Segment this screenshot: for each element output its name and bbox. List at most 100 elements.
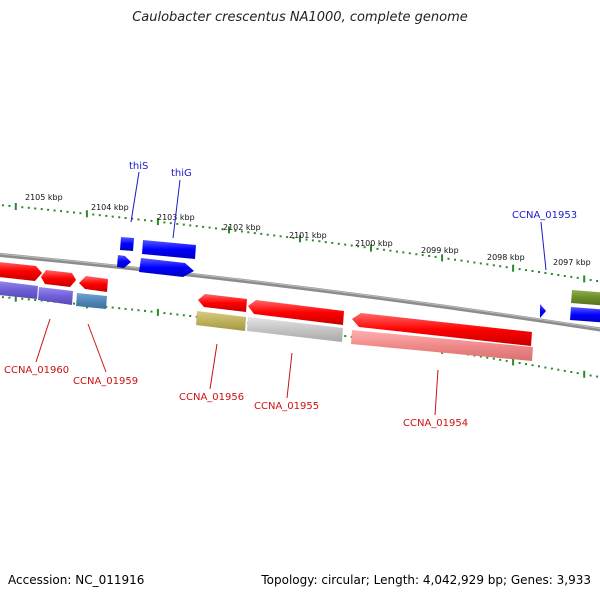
gene-label-ccna-01954[interactable]: CCNA_01954: [403, 418, 468, 429]
leader-ccna-01954: [434, 369, 439, 416]
inner-ruler-minor-tick: [544, 366, 547, 369]
outer-ruler-minor-tick: [21, 206, 24, 209]
gene-feature-thiG[interactable]: [142, 240, 196, 259]
outer-ruler-minor-tick: [195, 225, 198, 228]
gene-feature-ccna-01954[interactable]: [351, 330, 533, 361]
inner-ruler-minor-tick: [131, 308, 134, 311]
inner-ruler-minor-tick: [576, 372, 579, 375]
inner-ruler-minor-tick: [344, 335, 347, 337]
genome-backbone-highlight: [0, 253, 600, 329]
outer-ruler-minor-tick: [383, 248, 385, 251]
outer-ruler-minor-tick: [460, 259, 463, 262]
leader-ccna-01960: [35, 318, 51, 363]
gene-feature-ccna-01956[interactable]: [196, 311, 246, 331]
inner-ruler-minor-tick: [176, 313, 179, 316]
outer-ruler-minor-tick: [215, 227, 217, 230]
gene-label-ccna-01956[interactable]: CCNA_01956: [179, 392, 244, 403]
gene-label-ccna-01959[interactable]: CCNA_01959: [73, 376, 138, 387]
inner-ruler-minor-tick: [137, 309, 140, 312]
inner-ruler-minor-tick: [525, 363, 527, 366]
outer-ruler-minor-tick: [428, 255, 431, 257]
ruler-labels: 2105 kbp 2104 kbp 2103 kbp 2102 kbp 2101…: [25, 193, 591, 267]
outer-ruler-minor-tick: [311, 239, 314, 242]
gene-feature-ccna-01960[interactable]: [0, 280, 38, 299]
outer-ruler-minor-tick: [499, 265, 502, 268]
gene-feature-red-3[interactable]: [79, 276, 108, 292]
outer-ruler-major-tick: [299, 235, 301, 243]
outer-ruler-minor-tick: [363, 246, 366, 249]
outer-ruler-minor-tick: [331, 241, 334, 244]
outer-ruler-minor-tick: [163, 221, 166, 224]
gene-feature-red-left[interactable]: [0, 261, 42, 281]
gene-feature-blue-right[interactable]: [570, 307, 600, 323]
gene-feature-ccna-01959[interactable]: [76, 293, 107, 309]
outer-ruler-minor-tick: [40, 208, 43, 211]
outer-ruler-minor-tick: [92, 213, 95, 216]
inner-ruler-minor-tick: [486, 356, 489, 359]
outer-ruler-minor-tick: [105, 214, 108, 217]
gene-feature-red-4[interactable]: [198, 294, 247, 312]
outer-ruler-minor-tick: [60, 210, 62, 213]
gene-label-ccna-01955[interactable]: CCNA_01955: [254, 401, 319, 412]
accession-text: Accession: NC_011916: [8, 573, 145, 587]
gene-label-ccna-01953[interactable]: CCNA_01953: [512, 210, 577, 221]
inner-ruler-minor-tick: [111, 306, 114, 309]
gene-label-thiG[interactable]: thiG: [171, 168, 192, 179]
gene-label-ccna-01960[interactable]: CCNA_01960: [4, 365, 69, 376]
genome-summary-text: Topology: circular; Length: 4,042,929 bp…: [261, 573, 591, 587]
leader-ccna-01956: [209, 343, 218, 390]
gene-feature-blue-arrow[interactable]: [139, 258, 194, 277]
outer-ruler-major-tick: [14, 203, 17, 210]
inner-ruler-minor-tick: [34, 299, 37, 301]
outer-ruler-minor-tick: [286, 236, 289, 239]
ruler-label-2101: 2101 kbp: [289, 231, 327, 240]
outer-ruler-minor-tick: [324, 241, 327, 244]
outer-ruler-minor-tick: [563, 275, 566, 277]
outer-ruler-minor-tick: [466, 260, 469, 263]
outer-ruler-minor-tick: [357, 245, 360, 248]
outer-ruler-minor-tick: [305, 238, 308, 241]
gene-feature-ccna-01955[interactable]: [247, 317, 343, 342]
outer-ruler-minor-tick: [421, 254, 424, 257]
inner-ruler-minor-tick: [169, 312, 172, 315]
leader-thiG: [172, 179, 181, 239]
inner-ruler-minor-tick: [1, 296, 4, 299]
inner-ruler-minor-tick: [563, 369, 566, 372]
gene-feature-red-5[interactable]: [248, 300, 344, 325]
ruler-label-2097: 2097 kbp: [553, 258, 591, 267]
outer-ruler-minor-tick: [389, 249, 392, 252]
ruler-label-2099: 2099 kbp: [421, 246, 459, 255]
inner-ruler-minor-tick: [557, 368, 560, 371]
gene-feature-blue-small-arrow[interactable]: [117, 255, 131, 268]
outer-ruler-minor-tick: [550, 273, 553, 275]
outer-ruler-minor-tick: [111, 215, 114, 218]
forward-strand-features: [117, 237, 600, 323]
outer-ruler-minor-tick: [266, 233, 269, 236]
outer-ruler-minor-tick: [576, 276, 579, 279]
outer-ruler-minor-tick: [8, 204, 11, 207]
inner-ruler-minor-tick: [531, 364, 534, 367]
outer-ruler-major-tick: [370, 244, 372, 252]
outer-ruler-minor-tick: [544, 272, 547, 274]
outer-ruler-minor-tick: [273, 234, 276, 237]
inner-ruler-major-tick: [156, 308, 159, 316]
gene-feature-ccna-01953-marker[interactable]: [540, 304, 546, 318]
inner-ruler-minor-tick: [550, 367, 553, 370]
gene-feature-red-2[interactable]: [41, 270, 76, 287]
gene-feature-purple-2[interactable]: [38, 287, 73, 305]
outer-ruler-minor-tick: [531, 270, 534, 272]
gene-feature-red-6[interactable]: [352, 313, 532, 346]
outer-ruler-minor-tick: [53, 209, 56, 212]
outer-ruler-minor-tick: [234, 229, 237, 232]
outer-ruler-major-tick: [85, 210, 88, 218]
inner-ruler-minor-tick: [518, 362, 521, 364]
outer-ruler-major-tick: [583, 275, 586, 283]
gene-feature-thiS[interactable]: [120, 237, 134, 251]
outer-ruler-minor-tick: [202, 225, 205, 228]
gene-feature-green[interactable]: [571, 290, 600, 306]
outer-ruler-minor-tick: [66, 210, 69, 213]
gene-label-thiS[interactable]: thiS: [129, 161, 148, 172]
ruler-label-2105: 2105 kbp: [25, 193, 63, 202]
outer-ruler-minor-tick: [137, 218, 140, 221]
outer-ruler-minor-tick: [1, 204, 4, 207]
